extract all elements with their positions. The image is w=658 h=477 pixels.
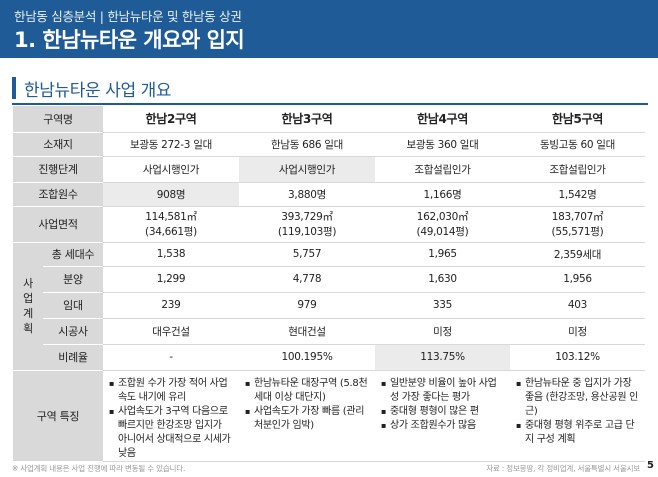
table-cell: 335 [375, 292, 510, 319]
table-cell: 사업시행인가 [239, 156, 375, 183]
side-char: 계 [23, 307, 33, 320]
column-header: 한남4구역 [375, 106, 510, 133]
features-cell: 한남뉴타운 대장구역 (5.8천세대 이상 대단지) 사업속도가 가장 빠름 (… [239, 370, 375, 462]
area-pyeong: (49,014평) [416, 226, 469, 238]
row-label: 사업면적 [13, 206, 103, 243]
row-label: 임대 [43, 292, 103, 319]
side-char: 획 [23, 322, 33, 335]
table-row: 사업면적 114,581㎡ (34,661평) 393,729㎡ (119,103평… [13, 206, 645, 243]
table-cell: 동빙고동 60 일대 [510, 132, 645, 157]
row-label: 구역 특징 [13, 370, 103, 462]
table-row: 시공사 대우건설 현대건설 미정 미정 [13, 318, 645, 345]
business-plan-side-label: 사 업 계 획 [13, 242, 43, 371]
table-row: 소재지 보광동 272-3 일대 한남동 686 일대 보광동 360 일대 동… [13, 132, 645, 157]
table-cell: 403 [510, 292, 645, 319]
table-header-row: 구역명 한남2구역 한남3구역 한남4구역 한남5구역 [13, 106, 645, 133]
table-row: 사 업 계 획 총 세대수 1,538 5,757 1,965 2,359세대 [13, 242, 645, 371]
table-cell: 보광동 360 일대 [375, 132, 510, 157]
section-heading: 한남뉴타운 사업 개요 [12, 76, 172, 101]
area-m2: 183,707㎡ [551, 211, 604, 223]
table-cell: 미정 [375, 318, 510, 345]
table-row: 임대 239 979 335 403 [13, 292, 645, 319]
table-cell: 2,359세대 [510, 242, 645, 267]
features-cell: 조합원 수가 가장 적어 사업 속도 내기에 유리 사업속도가 3구역 다음으로… [103, 370, 239, 462]
table-cell: 1,956 [510, 266, 645, 293]
side-char: 사 [23, 277, 33, 290]
table-cell: 미정 [510, 318, 645, 345]
row-label: 비례율 [43, 344, 103, 371]
section-divider [12, 103, 648, 105]
table-cell: 239 [103, 292, 239, 319]
table-cell: 4,778 [239, 266, 375, 293]
table-cell: 보광동 272-3 일대 [103, 132, 239, 157]
table-row: 진행단계 사업시행인가 사업시행인가 조합설립인가 조합설립인가 [13, 156, 645, 183]
row-label: 총 세대수 [43, 242, 103, 267]
table-cell: - [103, 344, 239, 371]
row-label: 시공사 [43, 318, 103, 345]
area-pyeong: (119,103평) [277, 226, 337, 238]
list-item: 상가 조합원수가 많음 [381, 419, 504, 433]
table-cell: 1,630 [375, 266, 510, 293]
area-m2: 114,581㎡ [145, 211, 197, 223]
table-cell: 현대건설 [239, 318, 375, 345]
table-cell: 908명 [103, 182, 239, 207]
page-title: 1. 한남뉴타운 개요와 입지 [14, 28, 245, 52]
table-row: 조합원수 908명 3,880명 1,166명 1,542명 [13, 182, 645, 207]
area-pyeong: (34,661평) [145, 226, 197, 238]
page-number: 5 [647, 460, 654, 471]
table-cell: 조합설립인가 [375, 156, 510, 183]
table-cell: 1,299 [103, 266, 239, 293]
table-cell: 1,542명 [510, 182, 645, 207]
list-item: 사업속도가 가장 빠름 (관리처분인가 임박) [245, 405, 369, 433]
column-header: 한남3구역 [239, 106, 375, 133]
area-m2: 162,030㎡ [416, 211, 469, 223]
table-cell: 조합설립인가 [510, 156, 645, 183]
list-item: 중대형 평형이 많은 편 [381, 405, 504, 419]
features-cell: 일반분양 비율이 높아 사업성 가장 좋다는 평가 중대형 평형이 많은 편 상… [375, 370, 510, 462]
footnote: ※ 사업계획 내용은 사업 진행에 따라 변동될 수 있습니다. [12, 464, 186, 473]
project-overview-table: 구역명 한남2구역 한남3구역 한남4구역 한남5구역 소재지 보광동 272-… [13, 106, 645, 462]
row-label: 소재지 [13, 132, 103, 157]
features-cell: 한남뉴타운 중 입지가 가장 좋음 (한강조망, 용산공원 인근) 중대형 평형… [510, 370, 645, 462]
column-header: 한남5구역 [510, 106, 645, 133]
area-cell: 114,581㎡ (34,661평) [103, 206, 239, 243]
table-row: 분양 1,299 4,778 1,630 1,956 [13, 266, 645, 293]
table-cell: 103.12% [510, 344, 645, 371]
table-cell: 한남동 686 일대 [239, 132, 375, 157]
row-label: 분양 [43, 266, 103, 293]
area-cell: 393,729㎡ (119,103평) [239, 206, 375, 243]
table-cell: 1,538 [103, 242, 239, 267]
table-cell: 3,880명 [239, 182, 375, 207]
area-m2: 393,729㎡ [281, 211, 333, 223]
column-header: 한남2구역 [103, 106, 239, 133]
table-row: 비례율 - 100.195% 113.75% 103.12% [13, 344, 645, 371]
list-item: 사업속도가 3구역 다음으로 빠르지만 한강조망 입지가 아니어서 상대적으로 … [109, 405, 233, 461]
area-pyeong: (55,571평) [551, 226, 604, 238]
list-item: 한남뉴타운 대장구역 (5.8천세대 이상 대단지) [245, 377, 369, 405]
corner-label: 구역명 [13, 106, 103, 133]
list-item: 일반분양 비율이 높아 사업성 가장 좋다는 평가 [381, 377, 504, 405]
header-subtitle: 한남동 심층분석 | 한남뉴타운 및 한남동 상권 [14, 9, 242, 24]
table-cell: 100.195% [239, 344, 375, 371]
list-item: 조합원 수가 가장 적어 사업 속도 내기에 유리 [109, 377, 233, 405]
list-item: 한남뉴타운 중 입지가 가장 좋음 (한강조망, 용산공원 인근) [516, 377, 639, 419]
table-row: 구역 특징 조합원 수가 가장 적어 사업 속도 내기에 유리 사업속도가 3구… [13, 370, 645, 462]
source-note: 자료 : 정보몽땅, 각 정비업계, 서울특별시 서울시보 [486, 464, 640, 473]
table-cell: 1,965 [375, 242, 510, 267]
area-cell: 162,030㎡ (49,014평) [375, 206, 510, 243]
table-cell: 979 [239, 292, 375, 319]
table-cell: 113.75% [375, 344, 510, 371]
table-cell: 대우건설 [103, 318, 239, 345]
area-cell: 183,707㎡ (55,571평) [510, 206, 645, 243]
row-label: 진행단계 [13, 156, 103, 183]
side-char: 업 [23, 292, 33, 305]
table-cell: 5,757 [239, 242, 375, 267]
page-header: 한남동 심층분석 | 한남뉴타운 및 한남동 상권 1. 한남뉴타운 개요와 입… [0, 0, 658, 58]
section-title: 한남뉴타운 사업 개요 [24, 80, 172, 101]
section-accent-bar [12, 77, 16, 99]
row-label: 조합원수 [13, 182, 103, 207]
table-cell: 사업시행인가 [103, 156, 239, 183]
list-item: 중대형 평형 위주로 고급 단지 구성 계획 [516, 419, 639, 447]
table-cell: 1,166명 [375, 182, 510, 207]
